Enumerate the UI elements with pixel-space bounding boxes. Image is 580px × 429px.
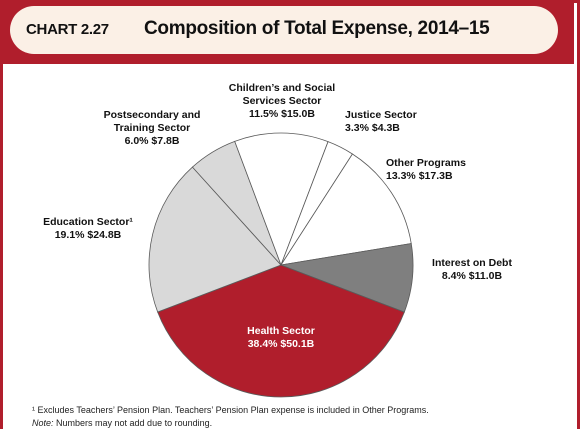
footnote-1: ¹ Excludes Teachers’ Pension Plan. Teach…: [32, 405, 429, 415]
slice-label-line: 38.4% $50.1B: [247, 338, 315, 350]
slice-label-line: Other Programs: [386, 157, 466, 169]
slice-label-line: Justice Sector: [345, 109, 417, 121]
chart-number: CHART 2.27: [26, 21, 109, 38]
footnote-note: Note: Numbers may not add due to roundin…: [32, 418, 212, 428]
slice-label-line: Postsecondary and: [103, 109, 201, 121]
slice-label-line: 11.5% $15.0B: [249, 108, 315, 120]
chart-title: Composition of Total Expense, 2014–15: [144, 18, 490, 39]
slice-label-line: Children’s and Social: [228, 82, 336, 94]
slice-label-line: Interest on Debt: [432, 257, 512, 269]
pie-slice-interest-on-debt: [279, 243, 414, 313]
chart-header: [0, 0, 574, 64]
note-label: Note:: [32, 418, 54, 428]
note-text: Numbers may not add due to rounding.: [53, 418, 213, 428]
label-health-sector: Health Sector 38.4% $50.1B: [226, 325, 336, 351]
pie-slice-children-s-and-social-services-sector: [234, 132, 329, 267]
pie-slices: [148, 132, 414, 398]
pie-slice-other-programs: [280, 153, 412, 266]
slice-label-line: 13.3% $17.3B: [386, 170, 453, 182]
pie-slice-health-sector: [157, 264, 405, 398]
slice-label-line: Training Sector: [113, 122, 191, 134]
label-postsecondary-training: Postsecondary and Training Sector 6.0% $7.…: [92, 109, 212, 148]
label-childrens-social-services: Children’s and Social Services Sector 11.5…: [212, 82, 352, 121]
chart-header-pill: [10, 6, 558, 54]
slice-label-line: Education Sector¹: [43, 216, 133, 228]
slice-label-line: 8.4% $11.0B: [441, 270, 503, 282]
slice-label-line: 3.3% $4.3B: [345, 122, 400, 134]
label-interest-on-debt: Interest on Debt 8.4% $11.0B: [420, 257, 524, 283]
label-justice-sector: Justice Sector 3.3% $4.3B: [345, 109, 417, 135]
slice-label-line: Health Sector: [247, 325, 315, 337]
pie-slice-education-sector: [148, 166, 282, 313]
slice-label-line: Services Sector: [242, 95, 322, 107]
label-education-sector: Education Sector¹ 19.1% $24.8B: [40, 216, 136, 242]
label-other-programs: Other Programs 13.3% $17.3B: [386, 157, 466, 183]
slice-label-line: 6.0% $7.8B: [124, 135, 180, 147]
slice-label-line: 19.1% $24.8B: [54, 229, 122, 241]
